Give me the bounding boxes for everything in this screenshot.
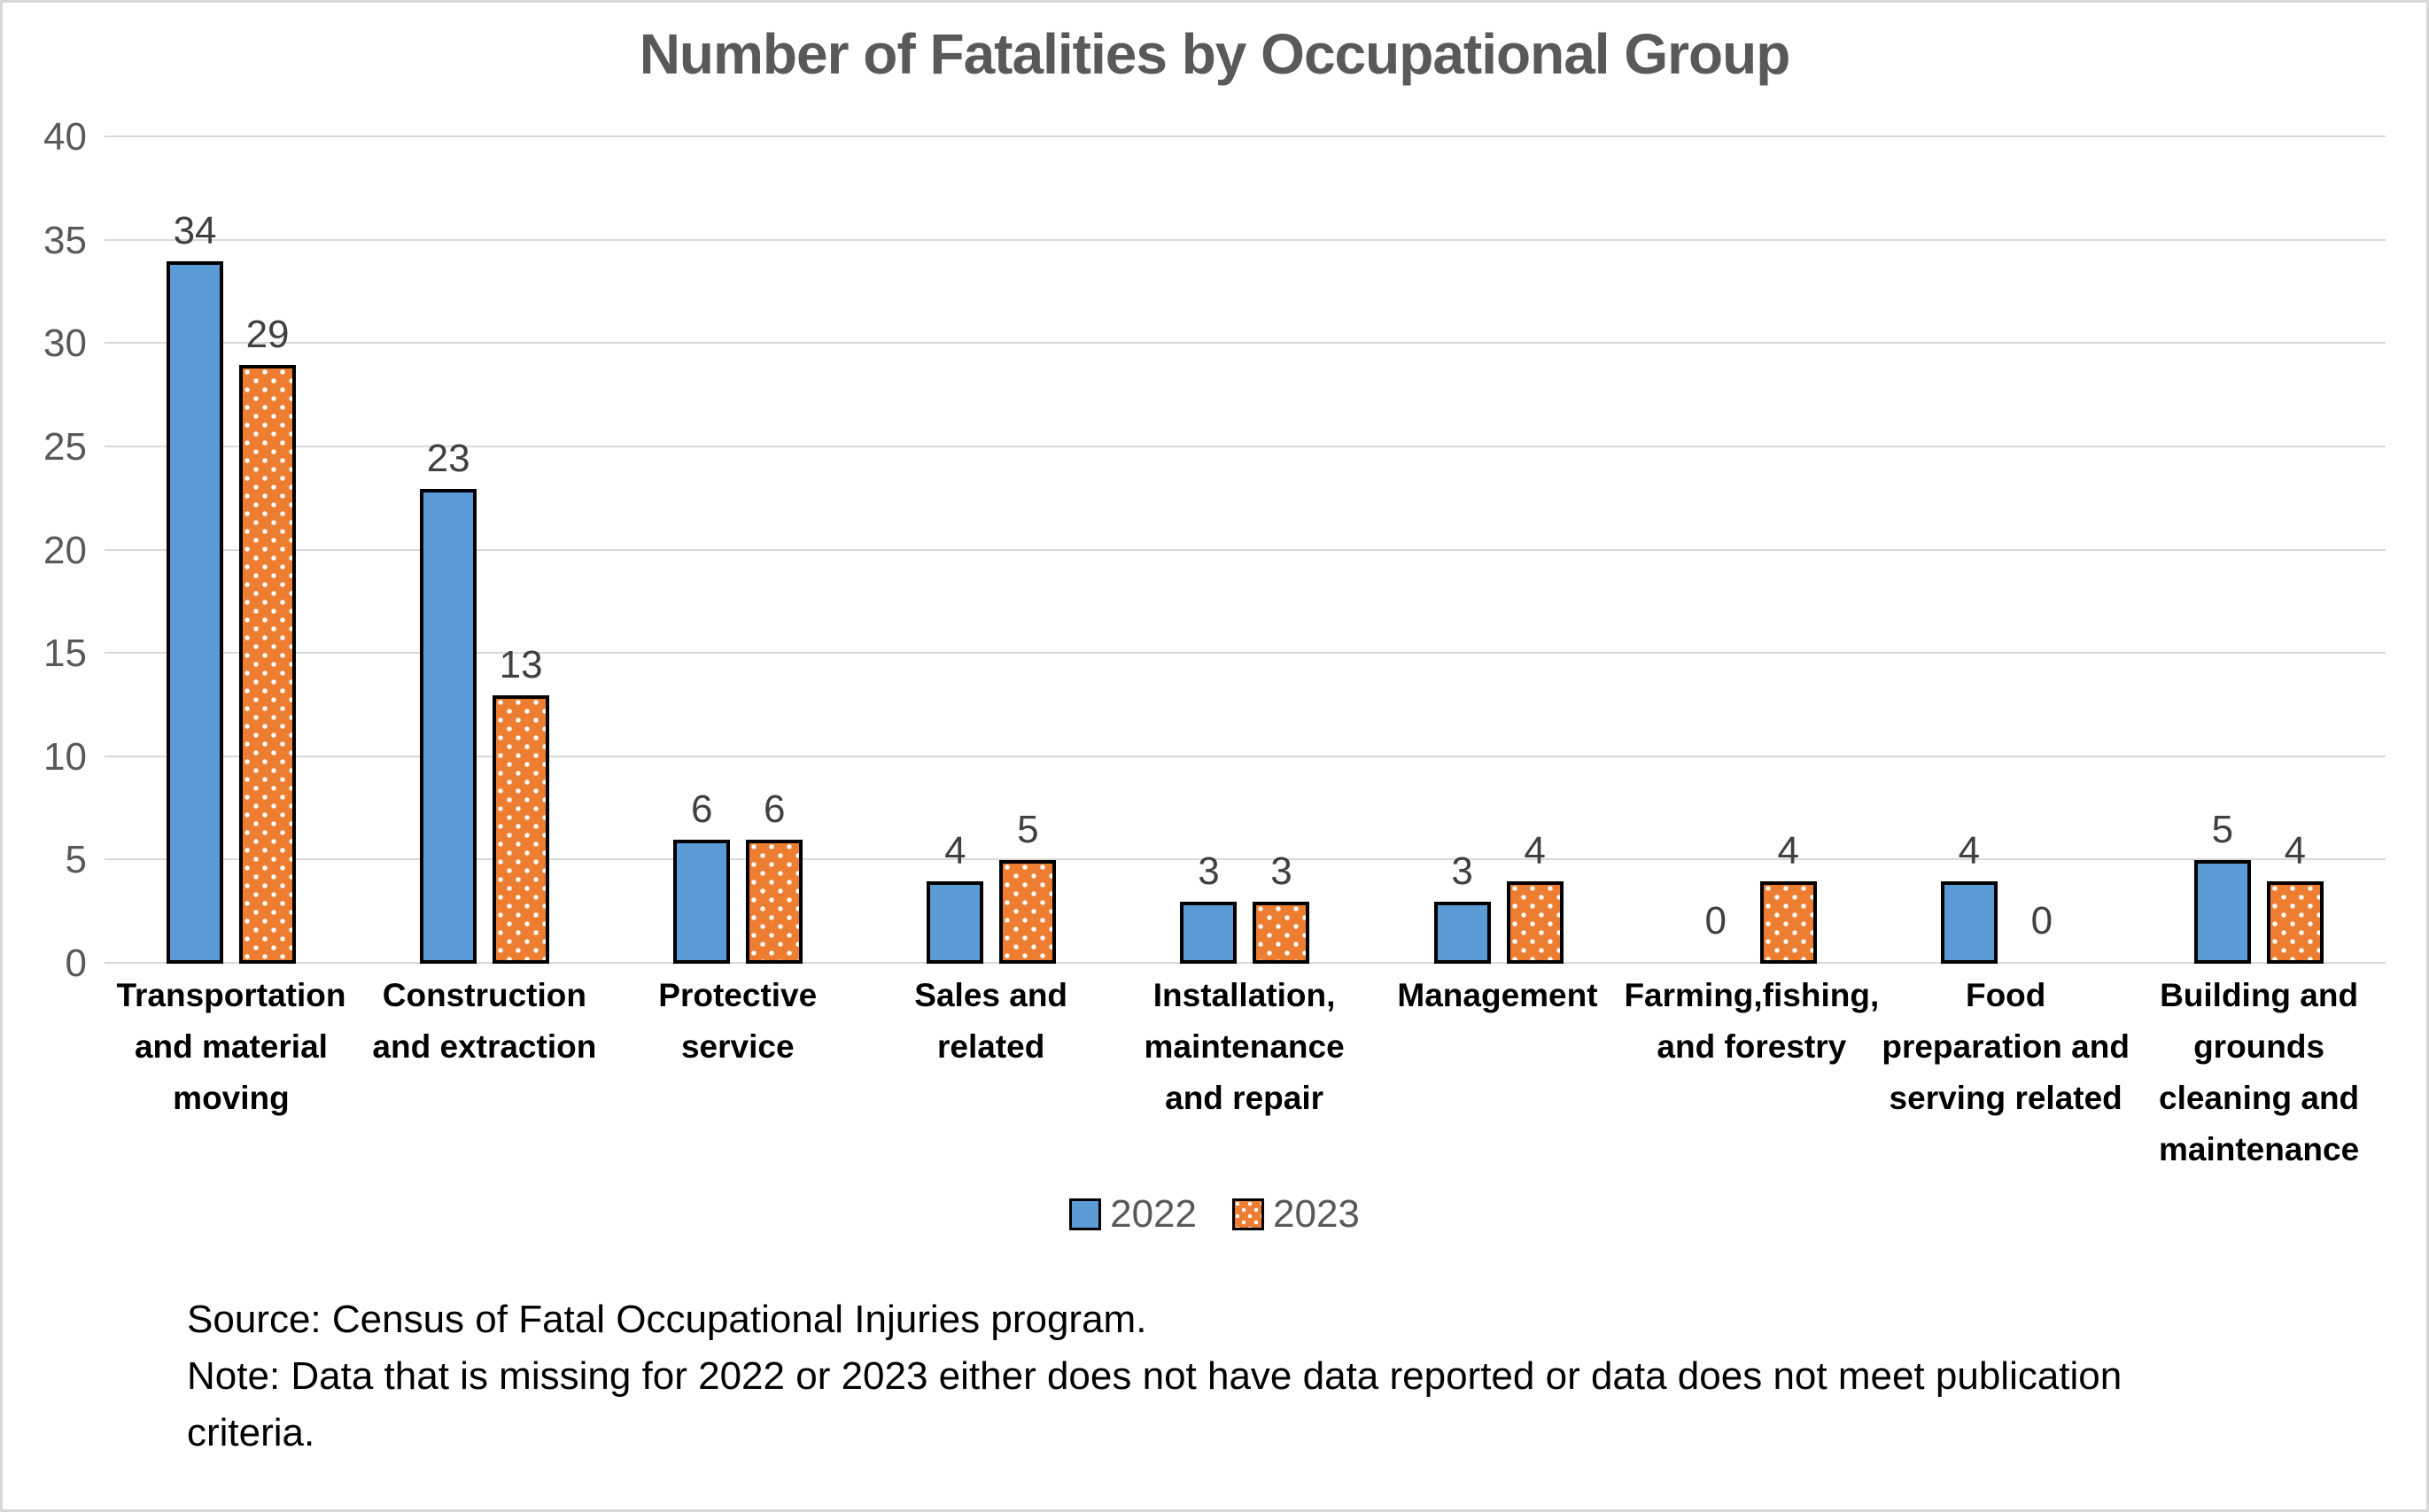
bar-2023-1: 29 [239, 313, 297, 964]
value-label: 5 [1017, 808, 1039, 852]
bar-2022-3: 6 [673, 788, 731, 964]
bar-2023-3: 6 [746, 788, 803, 964]
y-tick-label-25: 25 [43, 424, 87, 469]
category-label-4: Sales and related [914, 977, 1068, 1065]
plot-area: 34 29 23 13 6 6 4 5 3 3 3 4 0 4 4 0 5 4 [105, 136, 2386, 964]
category-label-8: Food preparation and serving related [1882, 977, 2130, 1116]
legend-item-2023: 2023 [1232, 1193, 1360, 1236]
value-label: 3 [1270, 849, 1292, 894]
y-tick-label-0: 0 [65, 942, 87, 985]
gridline-5 [105, 858, 2386, 861]
bar-2023-6: 4 [1506, 829, 1564, 964]
bar-2022-6: 3 [1433, 850, 1491, 964]
bar-group-1: 34 29 [105, 137, 358, 964]
value-label: 5 [2211, 808, 2234, 852]
bar-2023-9: 4 [2266, 829, 2324, 964]
gridline-10 [105, 755, 2386, 757]
value-label: 6 [764, 787, 786, 832]
value-label: 4 [2284, 828, 2307, 872]
legend-item-2022: 2022 [1069, 1193, 1197, 1236]
gridline-40 [105, 136, 2386, 137]
chart-title: Number of Fatalities by Occupational Gro… [639, 22, 1791, 86]
bar-2022-2: 23 [420, 437, 477, 964]
y-tick-label-30: 30 [43, 322, 87, 366]
legend-swatch-2023-icon [1232, 1198, 1264, 1230]
bar-2022-5: 3 [1180, 850, 1238, 964]
category-label-6: Management [1397, 977, 1598, 1013]
y-tick-label-5: 5 [65, 838, 87, 882]
category-label-7: Farming,fishing, and forestry [1624, 977, 1880, 1065]
value-label: 0 [1704, 899, 1727, 942]
category-label-9: Building and grounds cleaning and mainte… [2158, 977, 2360, 1167]
y-tick-label-35: 35 [43, 218, 87, 262]
y-tick-label-40: 40 [43, 115, 87, 159]
bar-2022-9: 5 [2193, 809, 2251, 964]
category-axis-labels: Transportation and material moving Constr… [105, 970, 2386, 1175]
legend-label-2023: 2023 [1273, 1192, 1360, 1236]
value-label: 4 [1524, 828, 1546, 872]
gridline-20 [105, 548, 2386, 551]
gridline-0 [105, 962, 2386, 964]
value-label: 4 [944, 828, 966, 872]
legend-label-2022: 2022 [1110, 1192, 1197, 1236]
bar-2022-1: 34 [167, 209, 224, 964]
value-label: 3 [1451, 849, 1473, 894]
legend: 2022 2023 [3, 1193, 2426, 1236]
category-label-1: Transportation and material moving [116, 977, 346, 1116]
footer-notes: Source: Census of Fatal Occupational Inj… [187, 1291, 2251, 1462]
value-label: 29 [245, 312, 290, 356]
gridline-35 [105, 238, 2386, 241]
y-tick-label-10: 10 [43, 734, 87, 779]
value-label: 6 [691, 787, 713, 832]
gridline-15 [105, 652, 2386, 655]
bar-groups: 34 29 23 13 6 6 4 5 3 3 3 4 0 4 4 0 5 4 [105, 137, 2386, 964]
value-label: 0 [2030, 899, 2053, 942]
value-label: 23 [426, 436, 470, 480]
category-label-2: Construction and extraction [372, 977, 597, 1065]
value-label: 34 [173, 208, 217, 252]
gridline-25 [105, 445, 2386, 447]
category-label-5: Installation, maintenance and repair [1144, 977, 1345, 1116]
source-text: Source: Census of Fatal Occupational Inj… [187, 1298, 1147, 1341]
value-label: 3 [1198, 849, 1220, 894]
bar-2022-8: 4 [1940, 829, 1998, 964]
note-text: Note: Data that is missing for 2022 or 2… [187, 1354, 2122, 1454]
bar-2023-4: 5 [999, 809, 1057, 964]
bar-2023-2: 13 [493, 643, 550, 964]
legend-swatch-2022-icon [1069, 1198, 1102, 1230]
category-label-3: Protective service [658, 977, 818, 1065]
value-label: 4 [1958, 828, 1981, 872]
bar-2023-5: 3 [1253, 850, 1310, 964]
bar-2022-4: 4 [927, 829, 984, 964]
bar-group-2: 23 13 [358, 137, 611, 964]
value-label: 13 [499, 642, 543, 686]
y-tick-label-15: 15 [43, 632, 87, 676]
gridline-30 [105, 342, 2386, 345]
y-tick-label-20: 20 [43, 528, 87, 572]
bar-2023-7: 4 [1759, 829, 1817, 964]
value-label: 4 [1777, 828, 1799, 872]
